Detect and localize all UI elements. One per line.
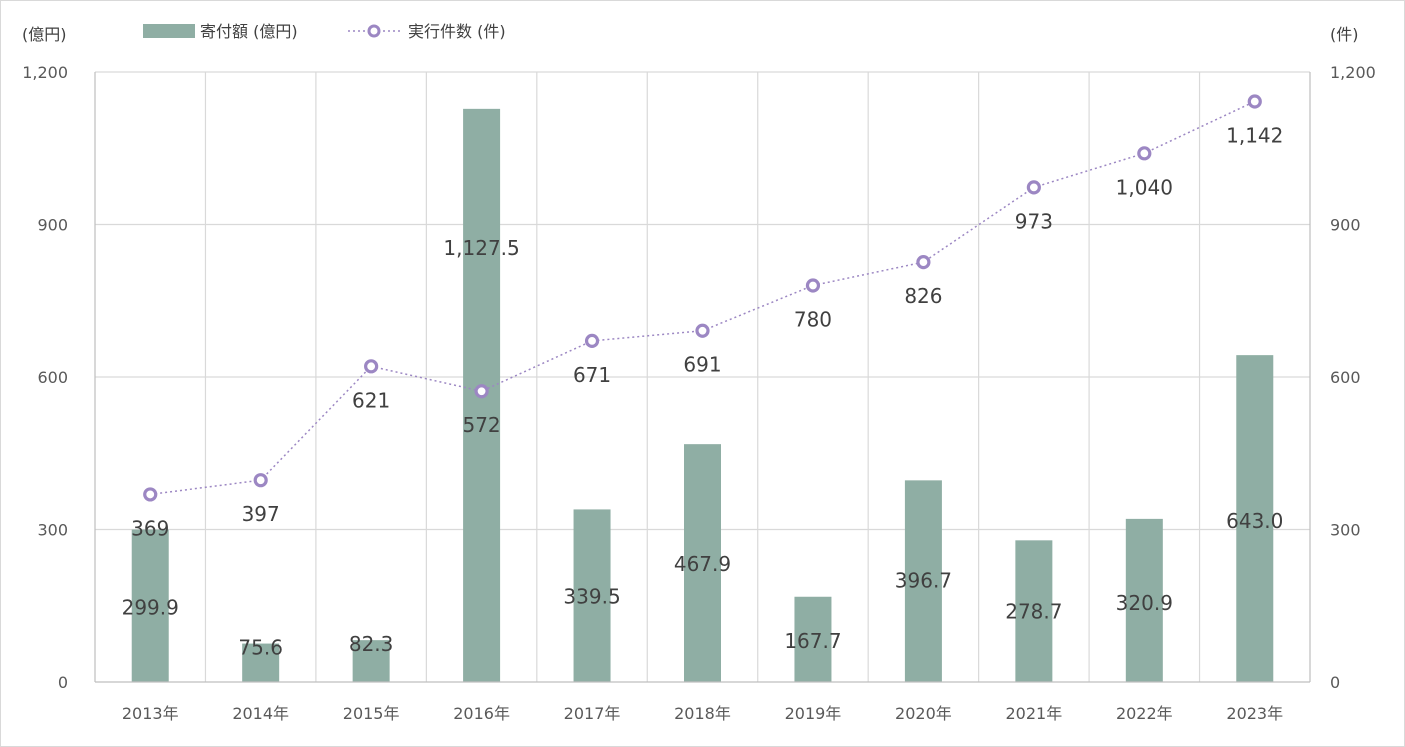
axis-layer: 0 0 300 300 600 600 900 900 1,200 1,200 2013年 2014年…: [22, 63, 1376, 723]
left-tick-label: 1,200: [22, 63, 68, 82]
bar: [1015, 540, 1053, 682]
legend: 寄付額 (億円) 実行件数 (件): [143, 22, 506, 41]
line-point: [474, 384, 489, 399]
left-axis-unit: (億円): [22, 25, 67, 44]
line-data-label: 973: [1015, 209, 1053, 233]
x-tick-label: 2021年: [1005, 704, 1062, 723]
legend-bar-label: 寄付額 (億円): [200, 22, 298, 41]
bar-data-label: 167.7: [784, 629, 841, 653]
legend-bar-swatch: [143, 24, 195, 38]
line-data-label: 826: [904, 284, 942, 308]
line-point: [1247, 94, 1262, 109]
line-data-label: 1,040: [1116, 175, 1173, 199]
line-data-label: 369: [131, 516, 169, 540]
bar-data-label: 82.3: [349, 632, 394, 656]
right-axis-unit: (件): [1330, 25, 1359, 44]
line-data-label: 621: [352, 388, 390, 412]
x-tick-label: 2023年: [1226, 704, 1283, 723]
bar-data-label: 339.5: [563, 584, 620, 608]
x-tick-label: 2022年: [1116, 704, 1173, 723]
left-tick-label: 600: [37, 368, 68, 387]
line-point: [364, 359, 379, 374]
bar: [1125, 518, 1163, 682]
line-point: [1026, 180, 1041, 195]
bar: [904, 480, 942, 682]
x-tick-label: 2013年: [122, 704, 179, 723]
bar-data-label: 396.7: [895, 568, 952, 592]
bar-data-label: 1,127.5: [443, 236, 519, 260]
legend-line-marker: [367, 24, 381, 38]
line-data-label: 780: [794, 308, 832, 332]
legend-line-label: 実行件数 (件): [408, 22, 506, 41]
bar: [242, 643, 280, 682]
right-tick-label: 300: [1330, 521, 1361, 540]
line-point: [1137, 146, 1152, 161]
left-tick-label: 900: [37, 216, 68, 235]
x-tick-label: 2017年: [564, 704, 621, 723]
line-layer: [143, 94, 1262, 502]
right-tick-label: 600: [1330, 368, 1361, 387]
x-tick-label: 2018年: [674, 704, 731, 723]
line-point: [916, 255, 931, 270]
left-tick-label: 0: [58, 673, 68, 692]
line-point: [253, 473, 268, 488]
right-tick-label: 0: [1330, 673, 1340, 692]
bar: [684, 444, 721, 682]
line-data-label: 691: [683, 353, 721, 377]
right-tick-label: 1,200: [1330, 63, 1376, 82]
x-tick-label: 2014年: [232, 704, 289, 723]
line-point: [143, 487, 158, 502]
bar: [794, 596, 832, 682]
left-tick-label: 300: [37, 521, 68, 540]
x-tick-label: 2019年: [785, 704, 842, 723]
bar-data-label: 299.9: [122, 596, 179, 620]
line-point: [805, 278, 821, 293]
x-tick-label: 2020年: [895, 704, 952, 723]
bar: [573, 509, 611, 682]
line-data-label: 671: [573, 363, 611, 387]
line-data-label: 572: [462, 413, 500, 437]
line-data-label: 1,142: [1226, 123, 1283, 147]
bar-data-label: 75.6: [238, 636, 283, 660]
grid-layer: [95, 71, 1310, 682]
line-point: [695, 323, 710, 338]
bar-data-label: 320.9: [1116, 591, 1173, 615]
bar-data-label: 643.0: [1226, 509, 1283, 533]
bar: [131, 529, 169, 682]
line-point: [584, 333, 600, 349]
label-layer: 299.9 75.6 82.3 1,127.5 339.5 467.9 167.7 396.7…: [122, 123, 1284, 659]
bar: [352, 640, 390, 682]
bar: [1236, 355, 1274, 682]
bar-data-label: 467.9: [674, 552, 731, 576]
bar-data-label: 278.7: [1005, 599, 1062, 623]
x-tick-label: 2016年: [453, 704, 510, 723]
x-tick-label: 2015年: [343, 704, 400, 723]
right-tick-label: 900: [1330, 216, 1361, 235]
line-data-label: 397: [242, 502, 280, 526]
